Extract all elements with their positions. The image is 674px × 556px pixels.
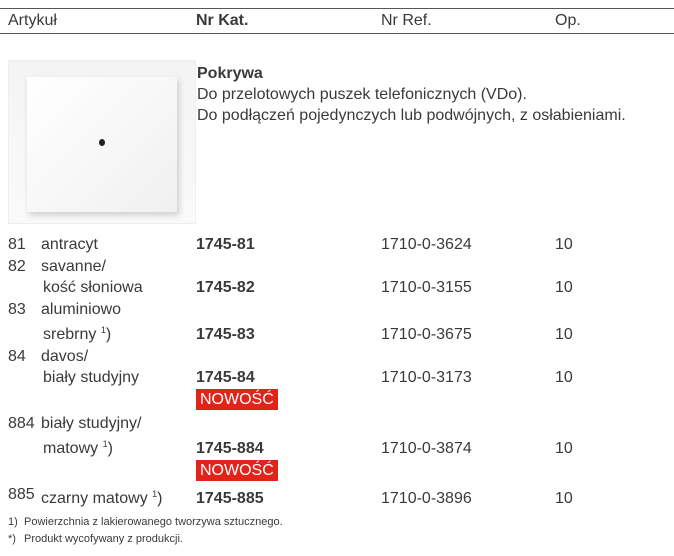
variant-code: 84 <box>8 348 26 365</box>
cat-number: 1745-82 <box>196 279 255 296</box>
footnote: *) Produkt wycofywany z produkcji. <box>8 531 283 548</box>
new-badge: NOWOŚĆ <box>196 460 278 481</box>
variant-code: 81 <box>8 236 26 253</box>
product-title: Pokrywa <box>197 65 263 82</box>
note-close: ) <box>107 440 113 457</box>
note-mark: 1 <box>152 489 158 499</box>
name-line: aluminiowo <box>41 301 122 318</box>
note-close: ) <box>105 326 112 343</box>
footnote-text: Produkt wycofywany z produkcji. <box>24 533 183 545</box>
cat-number: 1745-83 <box>196 326 255 343</box>
footnote-text: Powierzchnia z lakierowanego tworzywa sz… <box>24 516 283 528</box>
footnote-mark: 1) <box>8 516 18 528</box>
variant-row: 84 davos/biały studyjny 1745-84 1710-0-3173… <box>8 346 668 412</box>
variant-row: 885 czarny matowy 1) 1745-885 1710-0-3896 10 <box>8 484 668 509</box>
variant-name: savanne/kość słoniowa <box>41 256 196 298</box>
footnotes: 1) Powierzchnia z lakierowanego tworzywa … <box>8 514 283 548</box>
ref-number: 1710-0-3173 <box>381 369 472 386</box>
cat-number: 1745-81 <box>196 236 255 253</box>
pack-qty: 10 <box>555 369 573 386</box>
note-mark: 1 <box>100 325 106 335</box>
product-description: Do podłączeń pojedynczych lub podwójnych… <box>197 107 626 124</box>
cat-number: 1745-885 <box>196 490 264 507</box>
variant-name: aluminiowo srebrny 1) <box>41 299 196 345</box>
variant-row: 82 savanne/kość słoniowa 1745-82 1710-0-315… <box>8 256 668 298</box>
ref-number: 1710-0-3624 <box>381 236 472 253</box>
variants: 81 antracyt 1745-81 1710-0-3624 10 82 savanne/… <box>8 234 668 510</box>
ref-number: 1710-0-3155 <box>381 279 472 296</box>
name-line: czarny matowy 1) <box>41 489 163 507</box>
column-header: Artykuł <box>8 12 57 29</box>
cat-number: 1745-884 <box>196 440 264 457</box>
note-close: ) <box>157 490 163 507</box>
name-line: davos/ <box>41 348 89 365</box>
variant-name: davos/biały studyjny <box>41 346 196 388</box>
ref-number: 1710-0-3874 <box>381 440 472 457</box>
product-description: Do przelotowych puszek telefonicznych (V… <box>197 86 527 103</box>
footnote: 1) Powierzchnia z lakierowanego tworzywa … <box>8 514 283 531</box>
name-line: savanne/ <box>41 258 106 275</box>
product-info: Pokrywa Do przelotowych puszek telefonic… <box>197 63 626 126</box>
variant-name: czarny matowy 1) <box>41 484 196 509</box>
variant-row: 81 antracyt 1745-81 1710-0-3624 10 <box>8 234 668 255</box>
header: Artykuł Nr Kat. Nr Ref. Op. <box>0 8 674 34</box>
ref-number: 1710-0-3675 <box>381 326 472 343</box>
variant-code: 83 <box>8 301 26 318</box>
name-line: srebrny 1) <box>43 325 112 343</box>
new-badge: NOWOŚĆ <box>196 389 278 410</box>
note-mark: 1 <box>102 439 108 449</box>
column-header: Nr Kat. <box>196 12 249 29</box>
name-line: matowy 1) <box>43 439 113 457</box>
pack-qty: 10 <box>555 440 573 457</box>
variant-name: antracyt <box>41 234 196 255</box>
footnote-mark: *) <box>8 533 16 545</box>
product-image <box>8 60 196 224</box>
column-header: Nr Ref. <box>381 12 432 29</box>
ref-number: 1710-0-3896 <box>381 490 472 507</box>
name-line: biały studyjny <box>43 369 140 386</box>
pack-qty: 10 <box>555 236 573 253</box>
variant-code: 885 <box>8 486 35 503</box>
variant-code: 82 <box>8 258 26 275</box>
name-line: biały studyjny/ <box>41 415 142 432</box>
variant-row: 884 biały studyjny/matowy 1) 1745-884 1710-… <box>8 413 668 483</box>
name-line: antracyt <box>41 236 98 253</box>
variant-name: biały studyjny/matowy 1) <box>41 413 196 459</box>
name-line: kość słoniowa <box>43 279 143 296</box>
variant-row: 83 aluminiowo srebrny 1) 1745-83 1710-0-3675… <box>8 299 668 345</box>
pack-qty: 10 <box>555 326 573 343</box>
pack-qty: 10 <box>555 279 573 296</box>
column-header: Op. <box>555 12 581 29</box>
pack-qty: 10 <box>555 490 573 507</box>
cat-number: 1745-84 <box>196 369 255 386</box>
variant-code: 884 <box>8 415 35 432</box>
